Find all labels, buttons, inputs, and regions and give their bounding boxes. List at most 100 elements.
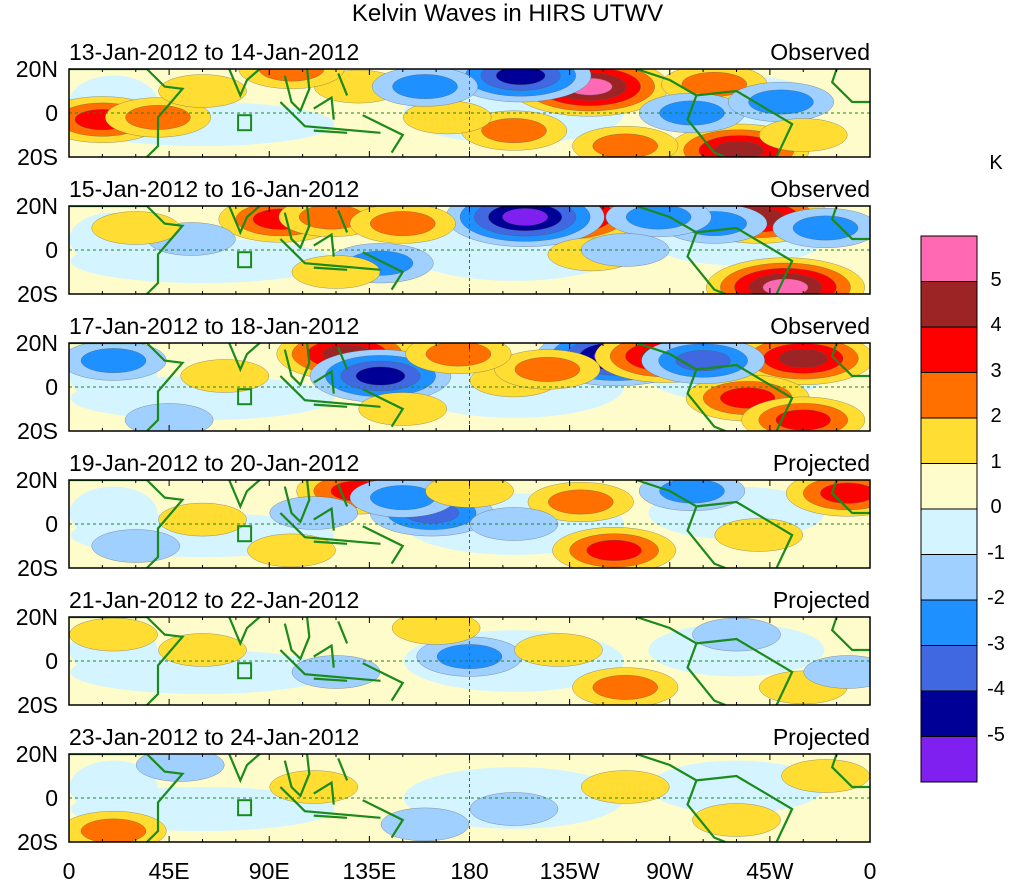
y-tick-label: 20S <box>17 829 58 855</box>
panel-type-label: Observed <box>770 176 870 202</box>
anomaly-contour <box>392 74 458 99</box>
panel-date-range: 21-Jan-2012 to 22-Jan-2012 <box>69 587 360 613</box>
anomaly-contour <box>692 803 781 837</box>
x-tick-label: 90E <box>248 858 290 884</box>
region-box <box>237 388 253 406</box>
coastline <box>283 754 311 798</box>
x-tick-label: 135W <box>539 858 600 884</box>
map-panel <box>69 343 870 431</box>
panel-date-range: 23-Jan-2012 to 24-Jan-2012 <box>69 724 360 750</box>
coastline <box>636 343 794 431</box>
anomaly-contour <box>714 141 764 157</box>
map-panel <box>69 480 870 568</box>
region-box <box>237 799 253 817</box>
anomaly-contour <box>247 533 336 568</box>
panel-date-range: 19-Jan-2012 to 20-Jan-2012 <box>69 450 360 476</box>
map-panel <box>69 617 870 705</box>
region-box <box>237 525 253 543</box>
coastline <box>283 206 311 250</box>
figure-title: Kelvin Waves in HIRS UTWV <box>351 0 664 27</box>
x-tick-label: 90W <box>646 858 694 884</box>
anomaly-contour <box>820 482 870 504</box>
colorbar-unit: K <box>989 152 1003 174</box>
colorbar-label: 5 <box>990 268 1002 291</box>
anomaly-contour <box>180 359 269 393</box>
y-tick-label: 20N <box>15 193 58 219</box>
region-box <box>237 251 253 269</box>
y-tick-label: 0 <box>45 511 58 537</box>
colorbar-label: -3 <box>987 632 1005 655</box>
y-tick-label: 0 <box>45 374 58 400</box>
anomaly-contour <box>592 133 658 157</box>
coastline <box>69 206 185 294</box>
coastline <box>313 209 405 291</box>
anomaly-contour <box>586 539 642 561</box>
coastline <box>69 480 185 568</box>
anomaly-contour <box>548 489 614 515</box>
colorbar-swatch <box>920 508 978 555</box>
anomaly-contour <box>391 617 481 645</box>
colorbar-label: 3 <box>990 359 1002 382</box>
coastline <box>279 101 381 134</box>
region-box <box>237 662 253 680</box>
anomaly-contour <box>355 366 406 386</box>
anomaly-contour <box>269 770 358 804</box>
anomaly-contour <box>370 485 436 510</box>
coastline <box>830 206 870 241</box>
y-tick-label: 20S <box>17 418 58 444</box>
colorbar-swatch <box>920 463 978 510</box>
x-tick-label: 0 <box>863 858 877 884</box>
anomaly-contour <box>581 770 670 804</box>
coastline <box>279 649 381 682</box>
colorbar-swatch <box>920 690 978 737</box>
panel-type-label: Observed <box>770 313 870 339</box>
anomaly-contour <box>778 349 828 368</box>
y-tick-label: 0 <box>45 785 58 811</box>
colorbar-swatch <box>920 372 978 419</box>
colorbar-label: 1 <box>990 450 1002 473</box>
coastline <box>283 617 311 661</box>
coastline <box>830 617 870 652</box>
coastline <box>313 620 405 702</box>
colorbar-swatch <box>920 645 978 692</box>
colorbar-swatch <box>920 235 978 282</box>
anomaly-contour <box>425 343 492 367</box>
coastline <box>228 617 262 647</box>
panel-type-label: Observed <box>770 39 870 65</box>
colorbar-label: -2 <box>987 587 1005 609</box>
coastline <box>69 617 185 705</box>
panel-date-range: 13-Jan-2012 to 14-Jan-2012 <box>69 39 360 65</box>
y-tick-label: 20N <box>15 741 58 767</box>
anomaly-contour <box>291 255 381 289</box>
anomaly-contour <box>714 518 803 552</box>
colorbar-swatch <box>920 736 978 783</box>
coastline <box>313 72 405 154</box>
y-tick-label: 20N <box>15 56 58 82</box>
x-tick-label: 135E <box>342 858 397 884</box>
colorbar-swatch <box>920 326 978 373</box>
coastline <box>830 343 870 378</box>
coastline <box>228 69 262 99</box>
colorbar-swatch <box>920 554 978 601</box>
coastline <box>283 343 311 387</box>
anomaly-contour <box>124 403 214 431</box>
coastline <box>636 754 794 842</box>
anomaly-contour <box>803 655 870 689</box>
y-tick-label: 0 <box>45 237 58 263</box>
anomaly-contour <box>514 633 603 667</box>
region-box <box>237 114 253 132</box>
coastline <box>69 754 185 842</box>
coastline <box>283 69 311 113</box>
coastline <box>313 757 405 839</box>
anomaly-contour <box>436 644 503 669</box>
coastline <box>228 754 262 784</box>
coastline <box>830 754 870 789</box>
anomaly-region <box>648 760 825 814</box>
anomaly-contour <box>370 211 436 236</box>
anomaly-contour <box>158 633 247 667</box>
anomaly-contour <box>592 675 658 700</box>
colorbar-label: -5 <box>987 723 1005 746</box>
panel-type-label: Projected <box>772 587 870 613</box>
coastline <box>279 238 381 271</box>
